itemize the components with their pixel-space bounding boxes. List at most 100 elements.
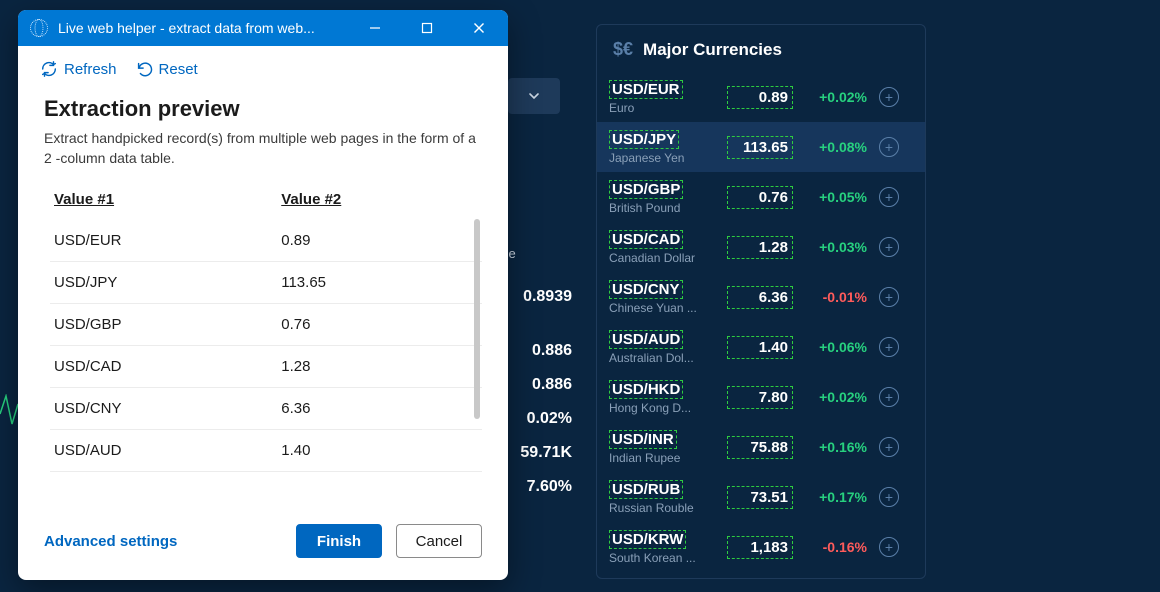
currency-pair-box: USD/CAD Canadian Dollar [609,230,713,265]
cell-value-1: USD/GBP [50,303,277,345]
dialog-toolbar: Refresh Reset [18,46,508,84]
currency-pair-box: USD/JPY Japanese Yen [609,130,713,165]
currency-name: Hong Kong D... [609,401,709,415]
bg-stat-value: 0.886 [498,376,572,394]
add-currency-icon[interactable]: + [879,237,899,257]
currency-row[interactable]: USD/HKD Hong Kong D... 7.80 +0.02% + [597,372,925,422]
cell-value-1: USD/AUD [50,429,277,471]
currency-row[interactable]: USD/INR Indian Rupee 75.88 +0.16% + [597,422,925,472]
currency-rate: 0.89 [727,86,793,109]
currency-change: +0.17% [793,489,869,505]
add-currency-icon[interactable]: + [879,137,899,157]
cancel-label: Cancel [416,533,463,550]
currency-pair: USD/CNY [609,280,683,299]
currency-icon: $€ [613,39,633,60]
currency-change: +0.06% [793,339,869,355]
cell-value-2: 6.36 [277,387,482,429]
cell-value-1: USD/CAD [50,345,277,387]
reset-label: Reset [159,61,198,78]
finish-label: Finish [317,533,361,550]
titlebar[interactable]: Live web helper - extract data from web.… [18,10,508,46]
cell-value-2: 113.65 [277,261,482,303]
table-scrollbar[interactable] [474,219,480,419]
bg-dropdown[interactable] [508,78,560,114]
col-header-1[interactable]: Value #1 [50,183,277,220]
currency-row[interactable]: USD/GBP British Pound 0.76 +0.05% + [597,172,925,222]
col-header-2[interactable]: Value #2 [277,183,482,220]
minimize-button[interactable] [354,10,396,46]
table-row[interactable]: USD/EUR 0.89 [50,220,482,262]
currency-row[interactable]: USD/RUB Russian Rouble 73.51 +0.17% + [597,472,925,522]
cell-value-2: 0.89 [277,220,482,262]
table-row[interactable]: USD/GBP 0.76 [50,303,482,345]
currency-pair: USD/AUD [609,330,683,349]
currency-name: South Korean ... [609,551,709,565]
add-currency-icon[interactable]: + [879,537,899,557]
panel-title: Major Currencies [643,40,782,60]
currency-change: +0.16% [793,439,869,455]
bg-stat-value: 0.8939 [498,288,572,306]
add-currency-icon[interactable]: + [879,437,899,457]
currency-change: +0.02% [793,89,869,105]
currency-pair: USD/EUR [609,80,683,99]
advanced-settings-link[interactable]: Advanced settings [44,533,282,550]
currency-pair: USD/GBP [609,180,683,199]
finish-button[interactable]: Finish [296,524,382,558]
currency-name: Japanese Yen [609,151,709,165]
extraction-description: Extract handpicked record(s) from multip… [44,128,482,169]
table-row[interactable]: USD/CAD 1.28 [50,345,482,387]
dialog-title: Live web helper - extract data from web.… [58,20,344,36]
refresh-button[interactable]: Refresh [40,60,117,78]
cancel-button[interactable]: Cancel [396,524,482,558]
add-currency-icon[interactable]: + [879,187,899,207]
currency-name: Australian Dol... [609,351,709,365]
currency-change: -0.01% [793,289,869,305]
currency-rate: 0.76 [727,186,793,209]
refresh-label: Refresh [64,61,117,78]
currency-row[interactable]: USD/EUR Euro 0.89 +0.02% + [597,72,925,122]
bg-stat-value: 59.71K [498,444,572,462]
maximize-button[interactable] [406,10,448,46]
currency-row[interactable]: USD/JPY Japanese Yen 113.65 +0.08% + [597,122,925,172]
currency-pair: USD/KRW [609,530,686,549]
currency-rate: 1.28 [727,236,793,259]
currency-name: British Pound [609,201,709,215]
add-currency-icon[interactable]: + [879,487,899,507]
table-row[interactable]: USD/CNY 6.36 [50,387,482,429]
currency-change: -0.16% [793,539,869,555]
currency-change: +0.08% [793,139,869,155]
bg-stats: nge 0.8939 0.886 0.886 0.02% 59.71K 7.60… [498,248,572,496]
currency-row[interactable]: USD/CAD Canadian Dollar 1.28 +0.03% + [597,222,925,272]
currency-row[interactable]: USD/AUD Australian Dol... 1.40 +0.06% + [597,322,925,372]
add-currency-icon[interactable]: + [879,337,899,357]
table-row[interactable]: USD/AUD 1.40 [50,429,482,471]
cell-value-2: 1.28 [277,345,482,387]
table-row[interactable]: USD/JPY 113.65 [50,261,482,303]
currency-pair-box: USD/CNY Chinese Yuan ... [609,280,713,315]
currency-pair-box: USD/KRW South Korean ... [609,530,713,565]
currency-name: Euro [609,101,709,115]
currency-rate: 6.36 [727,286,793,309]
add-currency-icon[interactable]: + [879,87,899,107]
currency-change: +0.02% [793,389,869,405]
currency-rate: 113.65 [727,136,793,159]
currency-rate: 1.40 [727,336,793,359]
major-currencies-panel: $€ Major Currencies USD/EUR Euro 0.89 +0… [596,24,926,579]
currency-pair-box: USD/INR Indian Rupee [609,430,713,465]
currency-row[interactable]: USD/KRW South Korean ... 1,183 -0.16% + [597,522,925,572]
currency-pair-box: USD/EUR Euro [609,80,713,115]
currency-row[interactable]: USD/CNY Chinese Yuan ... 6.36 -0.01% + [597,272,925,322]
currency-pair-box: USD/AUD Australian Dol... [609,330,713,365]
dialog-footer: Advanced settings Finish Cancel [18,508,508,580]
add-currency-icon[interactable]: + [879,287,899,307]
add-currency-icon[interactable]: + [879,387,899,407]
bg-stat-value: 0.02% [498,410,572,428]
cell-value-2: 1.40 [277,429,482,471]
reset-button[interactable]: Reset [135,60,198,78]
cell-value-1: USD/JPY [50,261,277,303]
currency-rate: 1,183 [727,536,793,559]
currency-name: Canadian Dollar [609,251,709,265]
close-button[interactable] [458,10,500,46]
currency-name: Russian Rouble [609,501,709,515]
currency-pair: USD/CAD [609,230,683,249]
